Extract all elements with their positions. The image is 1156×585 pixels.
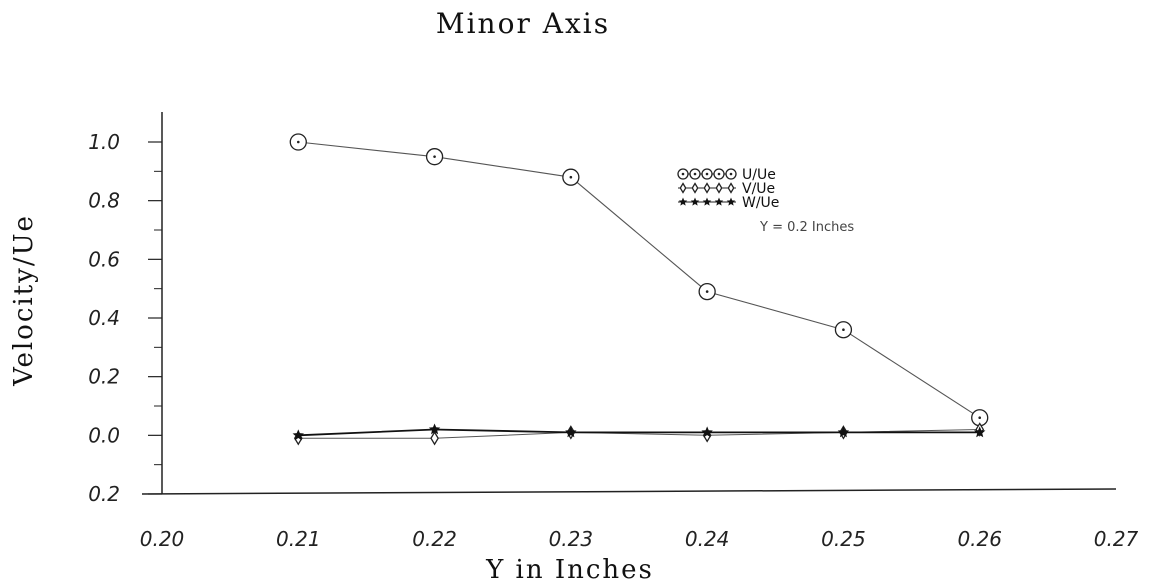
legend-swatch-marker-u-ue-dot (693, 172, 697, 176)
legend-swatch-marker-v-ue (691, 182, 699, 194)
y-tick-label: 0.8 (88, 189, 120, 213)
legend-swatch-marker-w-ue (714, 197, 724, 206)
x-tick-label: 0.22 (412, 527, 457, 551)
data-point-u-ue-dot (569, 175, 573, 179)
series-line-u-ue (298, 141, 980, 419)
legend-label-v-ue: V/Ue (742, 181, 775, 197)
data-point-u-ue-dot (978, 416, 982, 420)
x-tick-label: 0.26 (957, 527, 1002, 551)
series-line-w-ue (298, 428, 980, 437)
data-point-w-ue (292, 429, 304, 441)
legend-swatch-marker-w-ue (702, 197, 712, 206)
chart-title: Minor Axis (436, 7, 610, 40)
data-point-u-ue-dot (296, 140, 300, 144)
legend-label-u-ue: U/Ue (742, 167, 776, 183)
legend-swatch-marker-v-ue (715, 182, 723, 194)
x-axis-line (141, 488, 1117, 495)
legend-swatch-marker-u-ue-dot (705, 172, 709, 176)
data-point-u-ue-dot (842, 328, 845, 332)
y-tick-label: 0.4 (88, 306, 120, 330)
x-tick-label: 0.21 (276, 527, 321, 551)
legend-swatch-marker-w-ue (726, 197, 736, 206)
data-point-w-ue (565, 426, 577, 438)
legend-swatch-marker-v-ue (727, 182, 735, 194)
x-tick-label: 0.25 (821, 527, 866, 551)
x-axis-ticks: 0.20 0.21 0.22 0.23 0.24 0.25 0.26 0.27 (140, 527, 1139, 551)
legend: U/UeV/UeW/Ue (677, 167, 779, 211)
data-point-w-ue (974, 426, 986, 438)
y-tick-label: 0.6 (88, 247, 120, 271)
x-tick-label: 0.24 (685, 527, 730, 551)
y-tick-label: 1.0 (88, 130, 120, 154)
x-tick-label: 0.20 (140, 527, 185, 551)
x-axis-label: Y in Inches (485, 555, 654, 585)
legend-swatch-marker-v-ue (679, 182, 687, 194)
x-tick-label: 0.23 (549, 527, 594, 551)
legend-swatch-marker-w-ue (690, 197, 700, 206)
legend-swatch-marker-u-ue-dot (681, 172, 685, 176)
legend-swatch-marker-u-ue-dot (729, 172, 733, 176)
data-point-u-ue-dot (705, 290, 709, 293)
legend-label-w-ue: W/Ue (742, 195, 779, 211)
data-point-w-ue (701, 426, 713, 438)
data-point-v-ue (430, 431, 439, 446)
x-tick-label: 0.27 (1094, 527, 1139, 551)
legend-swatch-marker-v-ue (703, 182, 711, 194)
data-point-w-ue (428, 423, 441, 435)
y-axis-ticks: 1.0 0.8 0.6 0.4 0.2 0.0 0.2 (88, 130, 162, 506)
y-tick-label: 0.2 (88, 482, 120, 506)
y-axis-label: Velocity/Ue (9, 214, 39, 387)
data-point-w-ue (837, 426, 850, 438)
series-layer (289, 133, 989, 446)
y-tick-label: 0.2 (88, 365, 120, 389)
data-point-u-ue-dot (433, 155, 436, 158)
legend-swatch-marker-w-ue (678, 197, 688, 206)
legend-swatch-marker-u-ue-dot (717, 172, 721, 176)
annotation-text: Y = 0.2 Inches (759, 220, 854, 235)
y-tick-label: 0.0 (88, 423, 120, 447)
